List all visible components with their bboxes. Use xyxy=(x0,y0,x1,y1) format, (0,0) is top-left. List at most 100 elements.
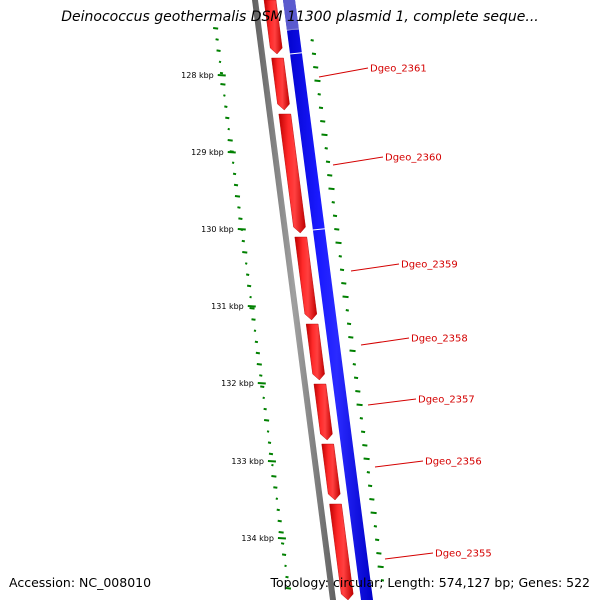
gene-label-dgeo_2361: Dgeo_2361 xyxy=(318,64,427,78)
gc-skew-mark xyxy=(280,542,285,545)
gc-skew-mark xyxy=(267,441,272,444)
accession-text: Accession: NC_008010 xyxy=(9,575,152,590)
gc-skew-mark xyxy=(363,457,370,461)
gc-skew-mark xyxy=(238,217,243,220)
gene-leader-line xyxy=(367,398,417,406)
gc-skew-mark xyxy=(369,498,375,501)
gene-leader-line xyxy=(360,337,410,346)
gc-skew-mark xyxy=(255,351,261,355)
gene-label-dgeo_2356: Dgeo_2356 xyxy=(374,457,482,468)
gc-skew-mark xyxy=(249,295,252,299)
map-title: Deinococcus geothermalis DSM 11300 plasm… xyxy=(61,9,539,25)
gene-leader-line xyxy=(318,67,369,78)
gc-skew-mark xyxy=(356,403,363,407)
gc-skew-mark xyxy=(370,511,377,515)
gc-skew-mark xyxy=(263,407,267,411)
gc-skew-mark xyxy=(377,565,384,569)
tick-mark xyxy=(227,151,236,154)
gc-skew-mark xyxy=(281,553,287,556)
gc-skew-mark xyxy=(313,66,319,69)
tick-133-kbp: 133 kbp xyxy=(231,457,276,466)
gc-skew-mark xyxy=(241,239,246,243)
gc-skew-mark xyxy=(266,430,270,433)
gc-skew-mark xyxy=(218,60,222,64)
gc-skew-mark xyxy=(374,538,380,542)
gc-skew-mark xyxy=(242,251,248,254)
gene-leader-line xyxy=(374,460,424,468)
gc-skew-mark xyxy=(227,127,231,131)
gc-skew-mark xyxy=(215,38,219,41)
gc-skew-mark xyxy=(234,195,241,198)
reverse-gene-faded xyxy=(283,0,299,30)
gene-label-dgeo_2357: Dgeo_2357 xyxy=(367,395,475,406)
gc-skew-mark xyxy=(335,241,342,245)
gene-label-text: Dgeo_2360 xyxy=(385,153,442,164)
gc-skew-mark xyxy=(346,322,352,326)
gc-skew-mark xyxy=(310,39,314,42)
gc-skew-mark xyxy=(213,27,219,30)
tick-label: 132 kbp xyxy=(221,379,254,388)
reverse-gene-band xyxy=(283,0,373,600)
gc-skew-mark xyxy=(276,508,280,512)
gc-skew-mark xyxy=(231,161,235,164)
gc-skew-mark xyxy=(220,83,226,86)
reverse-gene-boundary xyxy=(289,52,303,55)
gc-skew-mark xyxy=(232,172,237,176)
reverse-gene-boundary xyxy=(312,228,325,231)
gene-label-dgeo_2360: Dgeo_2360 xyxy=(332,153,442,166)
forward-gene-arrow xyxy=(271,57,290,111)
gc-skew-mark xyxy=(353,376,359,380)
forward-gene-arrow xyxy=(313,383,333,441)
gc-skew-mark xyxy=(317,93,321,96)
gc-skew-mark xyxy=(256,363,262,366)
gene-label-text: Dgeo_2361 xyxy=(370,64,427,75)
gc-skew-mark xyxy=(271,475,277,478)
gc-skew-mark xyxy=(251,318,256,321)
tick-mark xyxy=(267,460,276,463)
gc-skew-mark xyxy=(332,214,338,218)
gc-skew-mark xyxy=(262,396,265,400)
gc-skew-mark xyxy=(277,519,282,523)
gc-skew-mark xyxy=(311,52,317,56)
gc-skew-mark xyxy=(327,174,333,177)
gc-skew-mark xyxy=(352,363,357,366)
gc-skew-mark xyxy=(362,444,368,447)
tick-label: 134 kbp xyxy=(241,534,274,543)
gc-skew-mark xyxy=(376,552,382,555)
gc-skew-mark xyxy=(237,206,241,209)
gc-skew-mark xyxy=(244,262,248,265)
tick-label: 128 kbp xyxy=(181,71,214,80)
gc-skew-mark xyxy=(254,340,259,344)
gene-leader-line xyxy=(384,552,434,560)
gene-label-text: Dgeo_2358 xyxy=(411,334,468,345)
tick-130-kbp: 130 kbp xyxy=(201,225,246,234)
gc-skew-mark xyxy=(339,268,345,272)
gc-skew-mark xyxy=(342,295,349,299)
tick-mark xyxy=(247,305,256,308)
forward-gene-arrow xyxy=(294,236,318,321)
tick-128-kbp: 128 kbp xyxy=(181,71,226,80)
gc-skew-mark xyxy=(320,120,326,123)
gc-skew-mark xyxy=(216,49,221,52)
gc-skew-mark xyxy=(259,374,263,377)
gc-skew-mark xyxy=(359,417,364,420)
gc-skew-mark xyxy=(285,575,289,579)
gc-skew-mark xyxy=(334,228,340,231)
tick-mark xyxy=(257,382,266,385)
gc-skew-mark xyxy=(355,390,361,393)
gc-skew-mark xyxy=(285,587,292,590)
gc-skew-mark xyxy=(224,105,228,108)
gc-skew-mark xyxy=(253,329,257,332)
gene-label-text: Dgeo_2359 xyxy=(401,260,458,271)
gc-skew-mark xyxy=(338,255,342,258)
gc-skew-mark xyxy=(233,183,239,187)
gc-skew-mark xyxy=(325,160,331,164)
gc-skew-mark xyxy=(380,579,385,582)
gc-skew-mark xyxy=(318,106,324,110)
forward-gene-arrow xyxy=(263,0,283,55)
gene-label-text: Dgeo_2357 xyxy=(418,395,475,406)
gc-skew-mark xyxy=(249,307,255,310)
gc-skew-mark xyxy=(268,452,274,456)
forward-gene-arrow xyxy=(305,323,325,381)
